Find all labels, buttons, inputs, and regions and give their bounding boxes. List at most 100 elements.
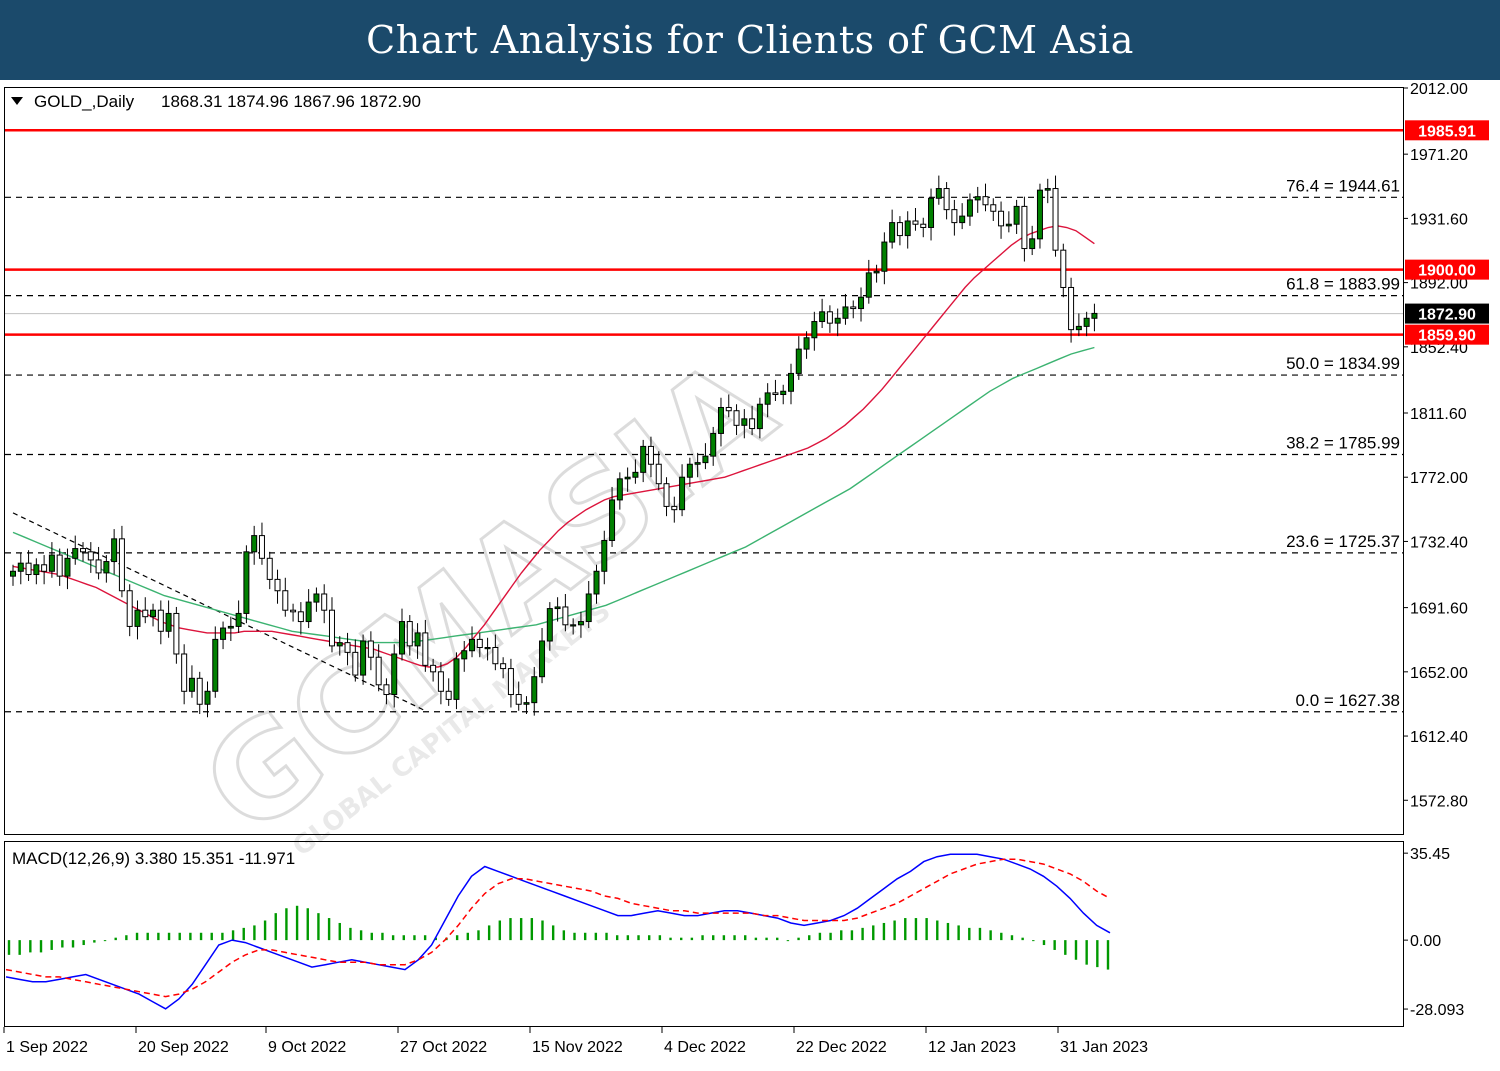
candle <box>25 550 32 582</box>
candle <box>134 600 141 640</box>
histogram-bar <box>626 935 630 941</box>
histogram-bar <box>263 920 267 941</box>
candle <box>157 600 164 645</box>
watermark: GCMASIA GLOBAL CAPITAL MARKETS <box>174 328 802 866</box>
candle <box>1044 178 1051 204</box>
candle <box>492 634 499 671</box>
histogram-bar <box>786 940 790 942</box>
candle <box>554 597 561 622</box>
candle <box>375 644 382 692</box>
candle <box>632 459 639 484</box>
candle <box>531 666 538 716</box>
fib-label-0: 76.4 = 1944.61 <box>1286 176 1400 195</box>
histogram-bar <box>231 930 235 941</box>
candle <box>188 665 195 698</box>
candle <box>717 397 724 447</box>
macd-tick-label-2: -28.093 <box>1410 1002 1464 1019</box>
candle <box>795 336 802 380</box>
candle <box>850 300 857 319</box>
macd-panel-frame <box>4 841 1404 1027</box>
y-tick-label-6: 1772.00 <box>1410 470 1468 487</box>
y-tick-label-10: 1612.40 <box>1410 729 1468 746</box>
histogram-bar <box>103 940 107 942</box>
macd-line <box>5 853 1111 1010</box>
histogram-bar <box>754 937 758 941</box>
candle <box>165 600 172 638</box>
histogram-bar <box>434 937 437 941</box>
candle <box>671 496 678 523</box>
x-tick-label-8: 31 Jan 2023 <box>1060 1039 1148 1056</box>
y-tick-label-3: 1892.00 <box>1410 276 1468 293</box>
histogram-bar <box>519 918 523 941</box>
x-tick-label-1: 20 Sep 2022 <box>138 1039 229 1056</box>
histogram-bar <box>1096 940 1099 968</box>
candle <box>243 545 250 624</box>
dropdown-arrow-icon[interactable] <box>11 97 23 105</box>
ohlc-readout: 1868.31 1874.96 1867.96 1872.90 <box>161 92 421 111</box>
histogram-bar <box>797 937 800 941</box>
candle <box>562 593 569 632</box>
candle <box>383 678 390 705</box>
histogram-bar <box>125 935 128 941</box>
candle <box>1036 183 1043 249</box>
candle <box>196 671 203 714</box>
candle <box>889 209 896 249</box>
level-tag-0 <box>1405 120 1489 141</box>
candle <box>235 600 242 633</box>
x-tick-label-7: 12 Jan 2023 <box>928 1039 1016 1056</box>
histogram-bar <box>733 935 736 941</box>
histogram-bar <box>594 932 598 941</box>
histogram-bar <box>210 932 213 941</box>
candle <box>64 548 71 590</box>
histogram-bar <box>18 940 21 955</box>
candle <box>811 311 818 351</box>
candle <box>437 662 444 705</box>
histogram-bar <box>1010 935 1014 941</box>
x-tick-label-3: 27 Oct 2022 <box>400 1039 487 1056</box>
candle <box>647 436 654 478</box>
candle <box>655 451 662 491</box>
histogram-bar <box>29 940 32 953</box>
histogram-bar <box>114 937 117 941</box>
candle <box>297 602 304 635</box>
level-tag-label-2: 1859.90 <box>1418 328 1476 345</box>
histogram-bar <box>647 935 651 941</box>
candle <box>360 634 367 685</box>
candle <box>858 287 865 322</box>
histogram-bar <box>840 930 843 941</box>
candle <box>204 681 211 718</box>
histogram-bar <box>765 937 768 941</box>
histogram-bar <box>808 935 811 941</box>
candle <box>72 535 79 565</box>
svg-text:GCMASIA: GCMASIA <box>176 329 801 864</box>
histogram-bar <box>381 932 384 941</box>
candle <box>399 608 405 661</box>
candle <box>842 293 849 325</box>
candle <box>749 405 756 436</box>
histogram-bar <box>605 932 608 941</box>
level-tag-2 <box>1405 324 1489 345</box>
histogram-bar <box>39 940 43 953</box>
histogram-bar <box>562 930 566 941</box>
histogram-bar <box>274 913 277 941</box>
histogram-bar <box>338 922 341 941</box>
histogram-bar <box>82 940 85 946</box>
candle <box>896 216 903 246</box>
candle <box>126 584 133 637</box>
candle <box>912 208 919 231</box>
candle <box>577 611 584 638</box>
histogram-bar <box>370 932 373 941</box>
candle <box>251 525 258 565</box>
x-tick-label-5: 4 Dec 2022 <box>664 1039 746 1056</box>
histogram-bar <box>978 927 982 941</box>
candle <box>764 383 771 418</box>
candle <box>803 331 810 359</box>
candle <box>865 259 872 304</box>
candle <box>290 603 297 622</box>
candle <box>570 618 577 635</box>
candle <box>725 394 732 418</box>
candle <box>445 678 452 706</box>
candle <box>150 603 157 627</box>
histogram-bar <box>1021 937 1024 941</box>
histogram-bar <box>722 935 726 941</box>
